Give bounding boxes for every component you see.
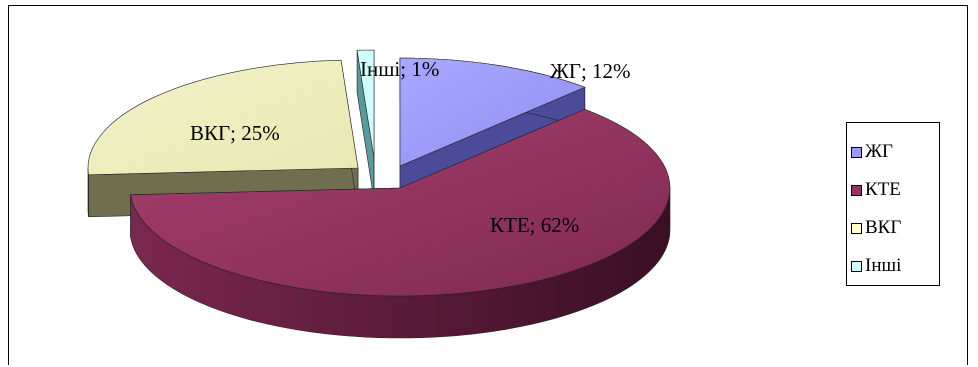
slice-inshi-top <box>356 49 375 159</box>
legend-label: ЖГ <box>865 141 894 162</box>
data-label-inshi: Інші; 1% <box>360 57 439 81</box>
data-label-vkg: ВКГ; 25% <box>190 121 280 145</box>
slice-vkg-top <box>87 59 359 176</box>
legend-swatch <box>851 146 862 158</box>
slice-zhg-top <box>399 57 586 167</box>
chart-legend: ЖГ КТЕ ВКГ Інші <box>846 122 940 286</box>
data-label-zhg: ЖГ; 12% <box>550 59 631 83</box>
legend-item-vkg: ВКГ <box>851 209 939 247</box>
legend-label: КТЕ <box>865 179 901 200</box>
legend-item-inshi: Інші <box>851 247 939 285</box>
legend-swatch <box>851 184 862 196</box>
legend-item-zhg: ЖГ <box>851 133 939 171</box>
legend-label: Інші <box>865 255 902 276</box>
data-label-kte: КТЕ; 62% <box>490 213 579 237</box>
legend-label: ВКГ <box>865 217 902 238</box>
chart-frame <box>8 5 968 365</box>
legend-swatch <box>851 260 862 272</box>
legend-swatch <box>851 222 862 234</box>
slice-vkg-side <box>87 167 89 217</box>
legend-item-kte: КТЕ <box>851 171 939 209</box>
slice-kte-top <box>130 108 671 297</box>
